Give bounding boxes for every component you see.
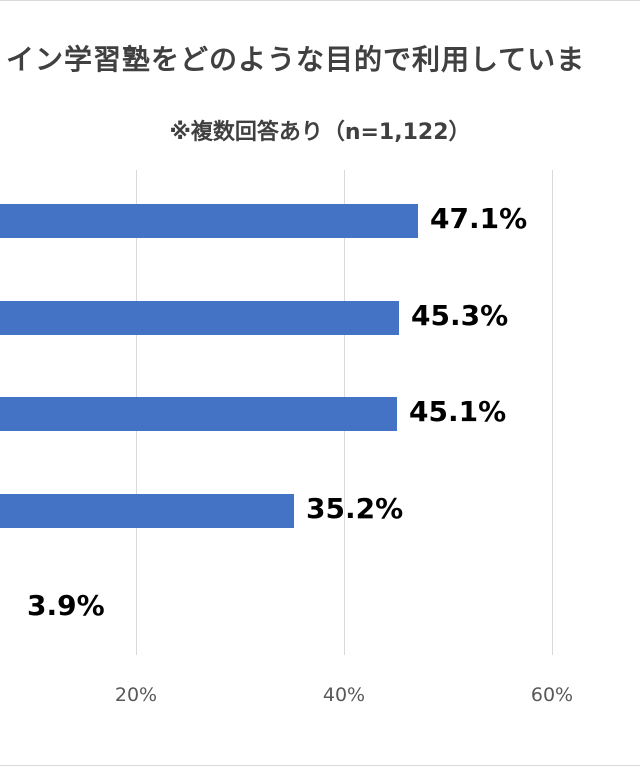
bar-value-label: 35.2% — [306, 492, 404, 525]
chart-title: イン学習塾をどのような目的で利用していま — [6, 43, 586, 76]
x-tick-label: 20% — [114, 684, 158, 706]
bar-value-label: 45.3% — [411, 299, 509, 332]
chart-border-top — [0, 0, 640, 1]
bar — [0, 204, 418, 238]
gridline-60 — [552, 170, 553, 655]
chart-border-bottom — [0, 765, 640, 766]
bar-value-label: 45.1% — [409, 395, 507, 428]
x-tick-label: 60% — [530, 684, 574, 706]
bar-value-label: 3.9% — [27, 589, 105, 622]
x-tick-label: 40% — [322, 684, 366, 706]
bar — [0, 494, 294, 528]
chart-subtitle: ※複数回答あり（n=1,122） — [169, 120, 471, 145]
bar — [0, 397, 397, 431]
bar — [0, 301, 399, 335]
bar-value-label: 47.1% — [430, 202, 528, 235]
